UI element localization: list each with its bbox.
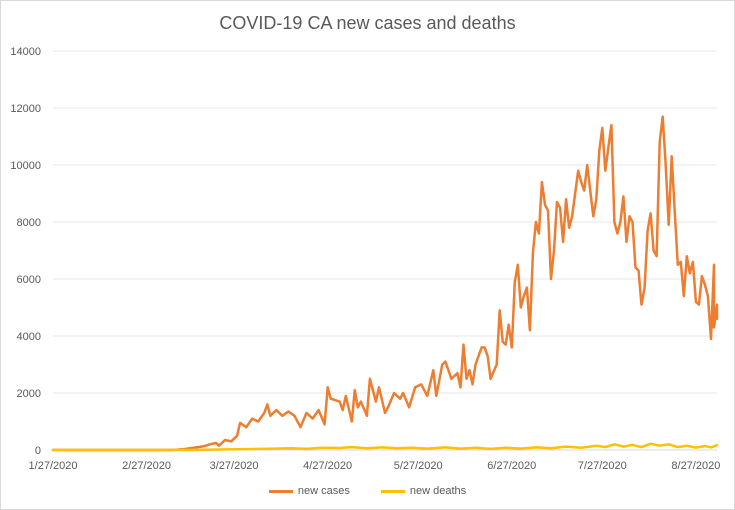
- legend-swatch-new-cases: [268, 489, 293, 493]
- y-tick-label: 14000: [10, 46, 41, 58]
- y-tick-label: 4000: [17, 331, 41, 343]
- x-tick-label: 3/27/2020: [210, 460, 259, 472]
- y-tick-label: 8000: [17, 217, 41, 229]
- y-tick-label: 0: [35, 445, 41, 457]
- series-line-new-deaths: [51, 442, 719, 452]
- x-tick-label: 5/27/2020: [394, 460, 443, 472]
- legend-item-new-cases: new cases: [268, 485, 350, 498]
- x-tick-label: 4/27/2020: [303, 460, 352, 472]
- legend: new cases new deaths: [1, 485, 734, 497]
- y-tick-label: 2000: [17, 388, 41, 400]
- x-tick-label: 7/27/2020: [578, 460, 627, 472]
- legend-label-new-deaths: new deaths: [409, 485, 467, 498]
- legend-swatch-new-deaths: [380, 489, 405, 493]
- legend-item-new-deaths: new deaths: [380, 485, 467, 498]
- y-tick-label: 12000: [10, 103, 41, 115]
- legend-label-new-cases: new cases: [297, 485, 350, 498]
- y-tick-label: 6000: [17, 274, 41, 286]
- x-tick-label: 6/27/2020: [487, 460, 536, 472]
- x-tick-label: 8/27/2020: [671, 460, 720, 472]
- x-tick-label: 1/27/2020: [29, 460, 78, 472]
- x-tick-label: 2/27/2020: [122, 460, 171, 472]
- series-line-new-cases: [51, 115, 719, 452]
- y-tick-label: 10000: [10, 160, 41, 172]
- chart-title: COVID-19 CA new cases and deaths: [219, 13, 516, 33]
